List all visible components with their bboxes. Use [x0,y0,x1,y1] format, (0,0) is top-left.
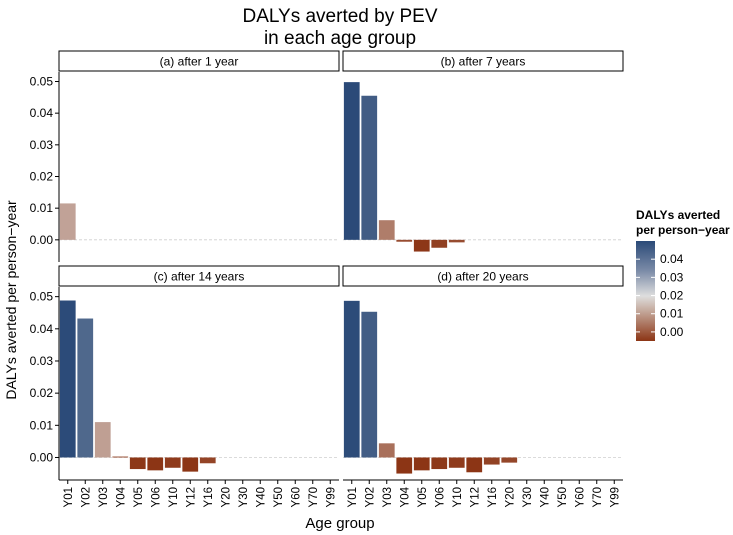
legend-tick-label: 0.03 [660,270,684,284]
bar [59,203,76,240]
bar [94,422,111,458]
x-tick-label: Y12 [469,487,481,507]
bar [182,457,199,472]
legend-tick-label: 0.04 [660,252,684,266]
chart-title-line-1: DALYs averted by PEV [242,6,437,27]
x-tick-label: Y30 [522,487,534,507]
x-tick-label: Y50 [557,487,569,507]
bar [147,457,164,471]
y-tick-label: 0.04 [30,322,54,336]
x-tick-label: Y99 [325,487,337,507]
bar [431,239,448,248]
y-tick-label: 0.03 [30,138,54,152]
y-tick-label: 0.01 [30,201,54,215]
bar [413,457,430,471]
y-tick-label: 0.01 [30,418,54,432]
y-tick-label: 0.00 [30,450,54,464]
bar [396,239,413,242]
bar [378,220,395,240]
legend-tick-label: 0.01 [660,307,684,321]
bar [343,82,360,240]
y-tick-label: 0.02 [30,386,54,400]
x-tick-label: Y04 [115,486,127,507]
y-tick-label: 0.05 [30,75,54,89]
x-tick-label: Y70 [592,487,604,507]
x-tick-label: Y40 [255,487,267,507]
x-tick-label: Y70 [308,487,320,507]
bar [501,457,518,463]
legend-colorbar [636,241,655,341]
x-axis-label: Age group [305,515,374,532]
x-tick-label: Y99 [609,487,621,507]
x-tick-label: Y06 [434,487,446,507]
facet-strip-label: (a) after 1 year [160,55,239,69]
facet-panel: (d) after 20 years Y01 Y02 Y03 Y04 Y05 Y06 Y10 Y… [342,265,624,507]
bar [483,457,500,465]
x-tick-label: Y60 [290,487,302,507]
x-tick-label: Y10 [168,487,180,507]
bar [413,239,430,252]
y-tick-label: 0.04 [30,106,54,120]
x-tick-label: Y40 [539,487,551,507]
bar [129,457,146,470]
bar [343,300,360,458]
facet-panel: (a) after 1 year 0.00 0.01 0.02 0.03 0.04 0.05 [30,50,340,262]
x-tick-label: Y20 [504,487,516,507]
legend-title-line-1: DALYs averted [636,208,720,222]
bar [361,311,378,458]
x-tick-label: Y03 [382,487,394,507]
y-tick-label: 0.00 [30,233,54,247]
y-tick-label: 0.03 [30,354,54,368]
bar [361,95,378,240]
legend-title-line-2: per person−year [636,223,730,237]
x-tick-label: Y20 [220,487,232,507]
facet-strip-label: (b) after 7 years [441,55,526,69]
x-tick-label: Y60 [574,487,586,507]
y-tick-label: 0.02 [30,170,54,184]
bar [448,457,465,468]
facet-panels: (a) after 1 year 0.00 0.01 0.02 0.03 0.04 0.05… [30,50,624,507]
bar [396,457,413,474]
x-tick-label: Y02 [80,487,92,507]
x-tick-label: Y05 [417,487,429,507]
facet-strip [58,265,340,287]
x-tick-label: Y12 [185,487,197,507]
x-tick-label: Y02 [364,487,376,507]
facet-strip [342,265,624,287]
x-tick-label: Y01 [347,487,359,507]
bar [431,457,448,470]
bar [59,300,76,458]
legend-tick-label: 0.00 [660,325,684,339]
x-tick-label: Y01 [63,487,75,507]
x-tick-label: Y50 [273,487,285,507]
x-tick-label: Y05 [133,487,145,507]
x-tick-label: Y30 [238,487,250,507]
color-legend: DALYs averted per person−year 0.000.010.… [636,208,730,341]
legend-tick-label: 0.02 [660,289,684,303]
facet-panel: (b) after 7 years [342,50,624,252]
x-tick-label: Y06 [150,487,162,507]
x-tick-label: Y10 [452,487,464,507]
bar [77,318,94,458]
x-tick-label: Y03 [98,487,110,507]
x-tick-label: Y16 [487,487,499,507]
bar [112,456,129,458]
facet-strip [58,50,340,72]
bar [164,457,181,468]
bar [448,239,465,243]
legend-ticks: 0.00 0.01 0.02 0.03 0.04 [636,252,684,339]
bar [199,457,216,464]
facet-panel: (c) after 14 years 0.00 0.01 0.02 0.03 0.04 0.… [30,265,340,507]
bar [378,443,395,458]
y-axis-label: DALYs averted per person−year [3,200,19,400]
facet-strip-label: (c) after 14 years [154,270,245,284]
bar [466,457,483,473]
facet-strip [342,50,624,72]
facet-strip-label: (d) after 20 years [437,270,528,284]
x-tick-label: Y04 [399,486,411,507]
y-tick-label: 0.05 [30,290,54,304]
x-tick-label: Y16 [203,487,215,507]
chart-title-line-2: in each age group [264,28,416,49]
